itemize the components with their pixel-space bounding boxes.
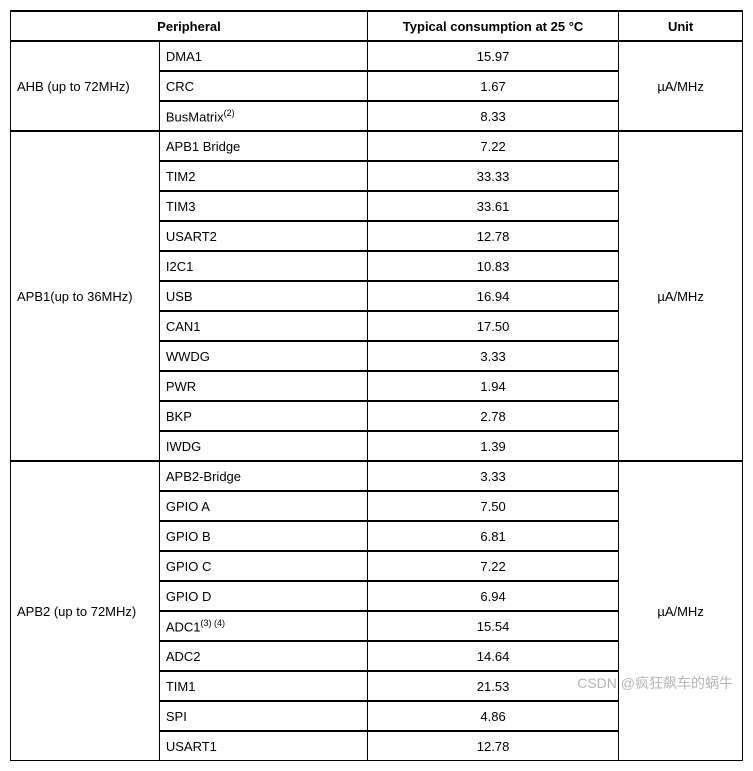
- peripheral-name: PWR: [159, 371, 367, 401]
- consumption-value: 12.78: [367, 731, 618, 761]
- consumption-value: 17.50: [367, 311, 618, 341]
- peripheral-name: GPIO A: [159, 491, 367, 521]
- consumption-value: 7.22: [367, 551, 618, 581]
- peripheral-name: CAN1: [159, 311, 367, 341]
- consumption-value: 33.33: [367, 161, 618, 191]
- peripheral-name: SPI: [159, 701, 367, 731]
- consumption-value: 6.81: [367, 521, 618, 551]
- peripheral-name: BusMatrix(2): [159, 101, 367, 131]
- consumption-value: 33.61: [367, 191, 618, 221]
- consumption-value: 2.78: [367, 401, 618, 431]
- consumption-value: 1.94: [367, 371, 618, 401]
- table-row: APB2 (up to 72MHz)APB2-Bridge3.33µA/MHz: [11, 461, 743, 491]
- peripheral-name: GPIO B: [159, 521, 367, 551]
- consumption-value: 15.54: [367, 611, 618, 641]
- consumption-value: 4.86: [367, 701, 618, 731]
- footnote-ref: (2): [224, 108, 235, 118]
- col-consumption: Typical consumption at 25 °C: [367, 11, 618, 41]
- consumption-value: 8.33: [367, 101, 618, 131]
- peripheral-name: TIM2: [159, 161, 367, 191]
- peripheral-name: USART2: [159, 221, 367, 251]
- unit-cell: µA/MHz: [619, 41, 743, 131]
- consumption-value: 21.53: [367, 671, 618, 701]
- table-row: AHB (up to 72MHz)DMA115.97µA/MHz: [11, 41, 743, 71]
- bus-cell: AHB (up to 72MHz): [11, 41, 160, 131]
- peripheral-name: GPIO D: [159, 581, 367, 611]
- unit-cell: µA/MHz: [619, 461, 743, 761]
- peripheral-name: TIM3: [159, 191, 367, 221]
- consumption-value: 7.50: [367, 491, 618, 521]
- bus-cell: APB1(up to 36MHz): [11, 131, 160, 461]
- consumption-value: 16.94: [367, 281, 618, 311]
- header-row: Peripheral Typical consumption at 25 °C …: [11, 11, 743, 41]
- peripheral-name: USB: [159, 281, 367, 311]
- consumption-value: 14.64: [367, 641, 618, 671]
- peripheral-name: USART1: [159, 731, 367, 761]
- footnote-ref: (3) (4): [201, 618, 226, 628]
- consumption-value: 6.94: [367, 581, 618, 611]
- consumption-value: 3.33: [367, 341, 618, 371]
- col-unit: Unit: [619, 11, 743, 41]
- consumption-value: 12.78: [367, 221, 618, 251]
- peripheral-name: WWDG: [159, 341, 367, 371]
- consumption-value: 1.67: [367, 71, 618, 101]
- peripheral-name: TIM1: [159, 671, 367, 701]
- consumption-value: 3.33: [367, 461, 618, 491]
- peripheral-name: ADC1(3) (4): [159, 611, 367, 641]
- peripheral-consumption-table: Peripheral Typical consumption at 25 °C …: [10, 10, 743, 761]
- col-peripheral: Peripheral: [11, 11, 368, 41]
- peripheral-name: IWDG: [159, 431, 367, 461]
- peripheral-name: ADC2: [159, 641, 367, 671]
- peripheral-name: DMA1: [159, 41, 367, 71]
- unit-cell: µA/MHz: [619, 131, 743, 461]
- bus-cell: APB2 (up to 72MHz): [11, 461, 160, 761]
- peripheral-name: BKP: [159, 401, 367, 431]
- peripheral-name: GPIO C: [159, 551, 367, 581]
- consumption-value: 7.22: [367, 131, 618, 161]
- table-row: APB1(up to 36MHz)APB1 Bridge7.22µA/MHz: [11, 131, 743, 161]
- peripheral-name: I2C1: [159, 251, 367, 281]
- consumption-value: 15.97: [367, 41, 618, 71]
- consumption-value: 10.83: [367, 251, 618, 281]
- peripheral-name: APB2-Bridge: [159, 461, 367, 491]
- consumption-value: 1.39: [367, 431, 618, 461]
- peripheral-name: CRC: [159, 71, 367, 101]
- peripheral-name: APB1 Bridge: [159, 131, 367, 161]
